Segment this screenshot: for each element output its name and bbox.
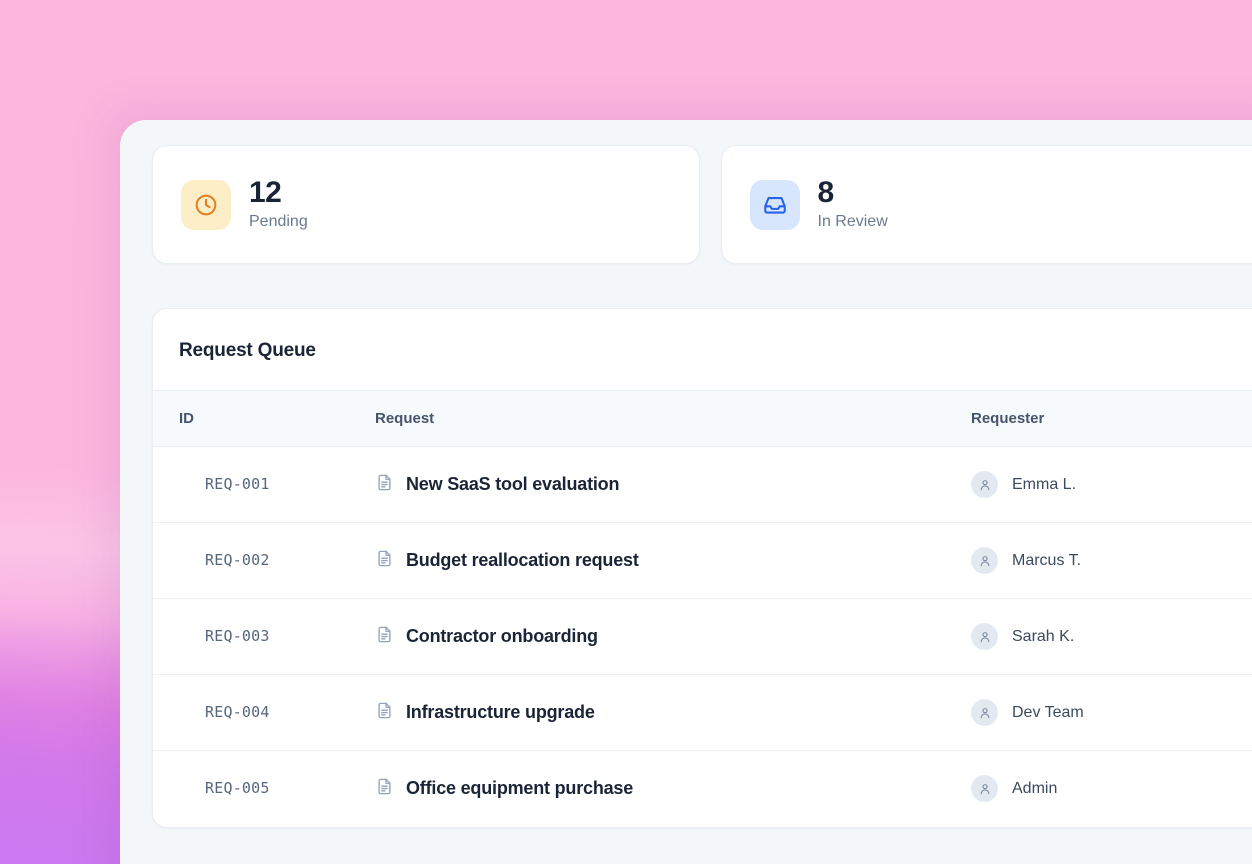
cell-id: REQ-003 <box>153 598 375 675</box>
requester-name: Sarah K. <box>1012 627 1075 645</box>
request-title: Office equipment purchase <box>406 778 634 799</box>
avatar <box>971 471 998 498</box>
table-row[interactable]: REQ-005 <box>153 751 1252 827</box>
request-title-wrap: Infrastructure upgrade <box>375 701 971 725</box>
request-id: REQ-004 <box>205 703 270 721</box>
cell-requester: Admin <box>971 751 1252 827</box>
request-title: Infrastructure upgrade <box>406 702 595 722</box>
table-row[interactable]: REQ-002 <box>153 522 1252 599</box>
table-row[interactable]: REQ-001 <box>153 446 1252 523</box>
cell-id: REQ-005 <box>153 751 375 827</box>
requester-wrap: Dev Team <box>971 699 1252 726</box>
request-title-wrap: New SaaS tool evaluation <box>375 473 971 497</box>
request-title-wrap: Office equipment purchase <box>375 777 971 801</box>
app-panel: 12 Pending 8 In Review Request Queue <box>120 120 1252 864</box>
request-queue-table: ID Request Requester REQ-001 <box>153 390 1252 827</box>
cell-requester: Dev Team <box>971 674 1252 751</box>
stat-text-in-review: 8 In Review <box>817 176 888 231</box>
request-id: REQ-002 <box>205 551 270 569</box>
request-id: REQ-001 <box>205 475 270 493</box>
request-queue-card: Request Queue ID Request Requester REQ-0… <box>152 308 1252 828</box>
inbox-icon <box>749 179 800 230</box>
column-header-requester[interactable]: Requester <box>971 390 1252 447</box>
stat-card-in-review[interactable]: 8 In Review <box>720 145 1252 264</box>
cell-request: Office equipment purchase <box>375 751 971 827</box>
requester-name: Emma L. <box>1012 475 1077 493</box>
requester-wrap: Emma L. <box>971 471 1252 498</box>
cell-request: Contractor onboarding <box>375 598 971 675</box>
document-icon <box>375 625 394 649</box>
cell-id: REQ-002 <box>153 522 375 599</box>
request-title-wrap: Contractor onboarding <box>375 625 971 649</box>
request-title: Contractor onboarding <box>406 626 598 646</box>
stat-label-pending: Pending <box>249 212 308 230</box>
document-icon <box>375 473 394 497</box>
clock-icon <box>181 179 231 230</box>
document-icon <box>375 777 394 801</box>
stat-value-pending: 12 <box>249 176 282 210</box>
table-header: ID Request Requester <box>153 390 1252 447</box>
stat-text-pending: 12 Pending <box>249 176 308 231</box>
requester-name: Marcus T. <box>1012 551 1082 569</box>
table-header-row: ID Request Requester <box>153 390 1252 447</box>
cell-request: Budget reallocation request <box>375 522 971 599</box>
table-row[interactable]: REQ-004 <box>153 674 1252 751</box>
cell-request: New SaaS tool evaluation <box>375 446 971 523</box>
avatar <box>971 623 998 650</box>
stats-row: 12 Pending 8 In Review <box>120 120 1252 264</box>
avatar <box>971 547 998 574</box>
requester-name: Dev Team <box>1012 703 1084 721</box>
stat-value-in-review: 8 <box>817 176 835 210</box>
request-id: REQ-005 <box>205 779 270 798</box>
table-row[interactable]: REQ-003 <box>153 598 1252 675</box>
requester-name: Admin <box>1012 779 1058 797</box>
cell-id: REQ-004 <box>153 674 375 751</box>
requester-wrap: Sarah K. <box>971 623 1252 650</box>
requester-wrap: Marcus T. <box>971 547 1252 574</box>
column-header-request[interactable]: Request <box>375 390 971 447</box>
request-title: New SaaS tool evaluation <box>406 474 620 494</box>
requester-wrap: Admin <box>971 775 1252 803</box>
queue-title: Request Queue <box>179 340 316 361</box>
avatar <box>971 699 998 726</box>
column-header-id[interactable]: ID <box>153 390 375 447</box>
cell-requester: Sarah K. <box>971 598 1252 675</box>
document-icon <box>375 701 394 725</box>
stat-label-in-review: In Review <box>817 212 888 230</box>
stat-card-pending[interactable]: 12 Pending <box>152 145 700 264</box>
table-body: REQ-001 <box>153 446 1252 827</box>
cell-requester: Marcus T. <box>971 522 1252 599</box>
request-title-wrap: Budget reallocation request <box>375 549 971 573</box>
cell-id: REQ-001 <box>153 446 375 523</box>
request-title: Budget reallocation request <box>406 550 639 570</box>
cell-requester: Emma L. <box>971 446 1252 523</box>
document-icon <box>375 549 394 573</box>
cell-request: Infrastructure upgrade <box>375 674 971 751</box>
request-id: REQ-003 <box>205 627 270 645</box>
avatar <box>971 775 998 803</box>
